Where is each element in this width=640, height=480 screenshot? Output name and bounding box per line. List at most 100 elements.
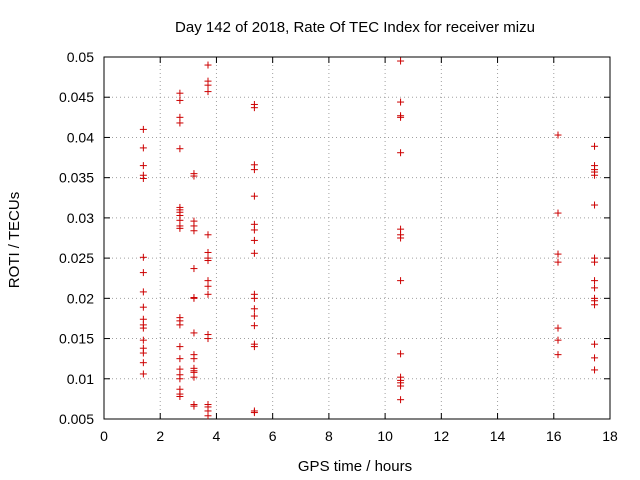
y-tick-label: 0.04 [67,129,94,145]
data-point [190,355,198,363]
data-point [176,343,184,351]
grid [104,57,610,419]
data-point [591,171,599,179]
data-point [139,349,147,357]
x-tick-label: 2 [156,428,164,444]
data-point [250,192,258,200]
data-point [250,343,258,351]
data-point [190,227,198,235]
data-point [250,305,258,313]
data-point [250,294,258,302]
plot-frame [103,56,611,420]
data-point [250,104,258,112]
data-point [204,290,212,298]
plot-border [103,56,611,420]
data-point [554,324,562,332]
data-point [176,145,184,153]
y-axis-label: ROTI / TECUs [6,192,23,288]
data-point [139,324,147,332]
y-tick-label: 0.05 [67,49,94,65]
data-point [204,257,212,265]
data-point [139,288,147,296]
data-point [139,303,147,311]
data-point [591,258,599,266]
data-point [139,162,147,170]
data-point [397,382,405,390]
y-tick-label: 0.025 [59,250,94,266]
x-tick-label: 14 [490,428,506,444]
data-point [139,174,147,182]
data-point [397,98,405,106]
data-point [397,277,405,285]
data-point [591,142,599,150]
y-tick-label: 0.035 [59,170,94,186]
data-point [139,336,147,344]
x-tick-label: 8 [325,428,333,444]
data-point [397,350,405,358]
data-points [139,57,599,420]
data-point [554,351,562,359]
data-point [397,57,405,65]
x-tick-label: 16 [546,428,562,444]
data-point [176,224,184,232]
data-point [190,329,198,337]
data-point [190,265,198,273]
y-tick-label: 0.01 [67,371,94,387]
data-point [139,253,147,261]
data-point [139,269,147,277]
data-point [190,294,198,302]
y-tick-label: 0.045 [59,89,94,105]
data-point [176,392,184,400]
data-point [250,236,258,244]
data-point [554,258,562,266]
data-point [397,113,405,121]
data-point [204,81,212,89]
data-point [190,402,198,410]
data-point [139,125,147,133]
data-point [591,301,599,309]
data-point [591,277,599,285]
data-point [250,249,258,257]
data-point [176,321,184,329]
y-tick-label: 0.03 [67,210,94,226]
data-point [139,144,147,152]
data-point [250,166,258,174]
data-point [204,412,212,420]
data-point [250,322,258,330]
data-point [176,355,184,363]
data-point [554,209,562,217]
data-point [591,354,599,362]
x-tick-label: 0 [100,428,108,444]
chart-title: Day 142 of 2018, Rate Of TEC Index for r… [175,19,535,36]
data-point [250,312,258,320]
data-point [554,336,562,344]
data-point [176,375,184,383]
data-point [554,250,562,258]
data-point [204,335,212,343]
x-tick-label: 12 [434,428,450,444]
data-point [204,282,212,290]
y-tick-label: 0.005 [59,411,94,427]
data-point [554,131,562,139]
data-point [176,119,184,127]
data-point [204,61,212,69]
data-point [176,96,184,104]
x-tick-label: 18 [602,428,618,444]
x-axis-label: GPS time / hours [298,458,412,475]
data-point [397,396,405,404]
data-point [591,366,599,374]
data-point [397,149,405,157]
data-point [139,370,147,378]
data-point [190,172,198,180]
x-tick-label: 10 [377,428,393,444]
data-point [591,284,599,292]
y-tick-label: 0.02 [67,290,94,306]
data-point [250,226,258,234]
data-point [591,340,599,348]
y-axis-ticks: 0.005 0.01 0.015 0.02 0.025 0.03 0.035 0.04 0.04… [59,49,610,427]
data-point [397,234,405,242]
data-point [190,373,198,381]
x-tick-label: 4 [213,428,221,444]
x-axis-ticks: 0 2 4 6 8 10 12 14 16 18 [100,57,618,444]
